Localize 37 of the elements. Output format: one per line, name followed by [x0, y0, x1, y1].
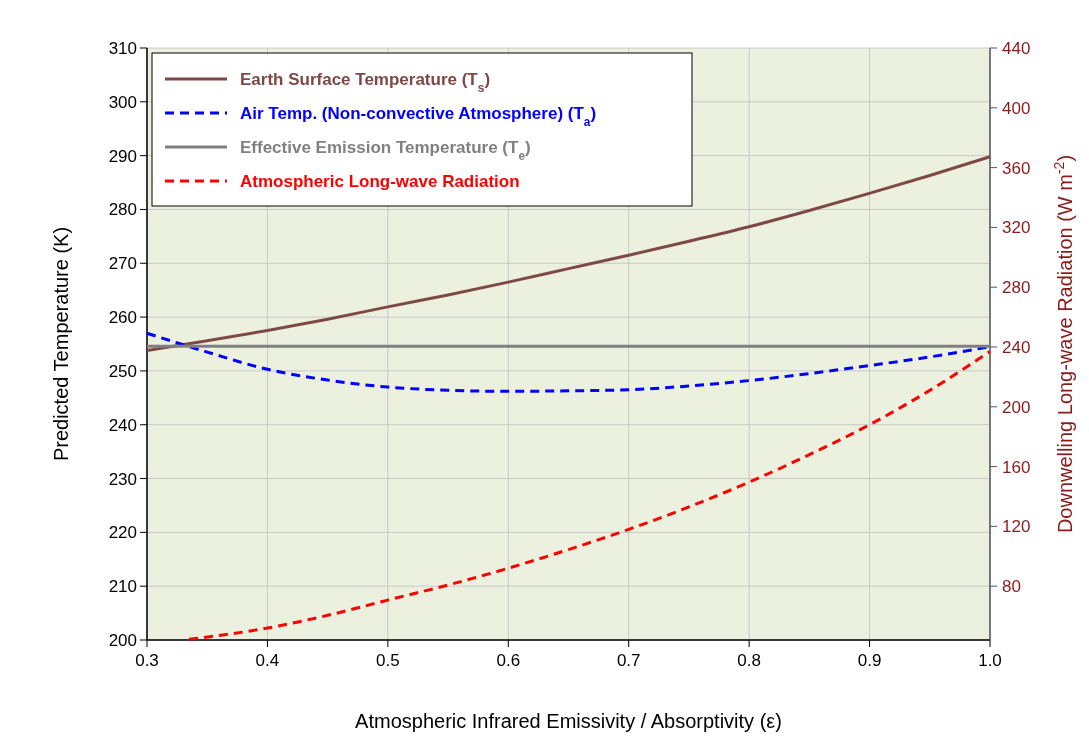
y-tick-label: 310 [108, 39, 137, 58]
y-tick-label: 240 [108, 415, 137, 435]
y-tick-label: 300 [108, 92, 137, 112]
x-tick-label: 0.5 [376, 651, 400, 670]
legend-label: Atmospheric Long-wave Radiation [240, 172, 520, 191]
x-tick-label: 0.7 [616, 651, 641, 670]
x-tick-label: 0.6 [496, 651, 521, 670]
legend-label: Earth Surface Temperature (T$_{s}$) [240, 70, 491, 95]
y-tick-label: 220 [108, 523, 137, 543]
x-tick-label: 0.3 [135, 651, 159, 670]
y2-tick-label: 400 [1002, 98, 1031, 118]
y2-tick-label: 240 [1002, 337, 1031, 357]
y2-tick-label: 440 [1002, 39, 1031, 58]
y2-tick-label: 320 [1002, 218, 1031, 238]
y-tick-label: 210 [108, 577, 137, 597]
y2-tick-label: 200 [1002, 397, 1031, 417]
y2-tick-label: 280 [1002, 278, 1031, 298]
x-axis-title: Atmospheric Infrared Emissivity / Absorptivity (ε) [355, 710, 782, 732]
y-tick-label: 230 [108, 469, 137, 489]
y-tick-label: 260 [108, 308, 137, 328]
y2-tick-label: 80 [1002, 577, 1021, 597]
y-tick-label: 250 [108, 361, 137, 381]
y2-tick-label: 160 [1002, 457, 1031, 477]
y-tick-label: 290 [108, 146, 137, 166]
line-series [187, 349, 992, 641]
x-tick-label: 1.0 [978, 651, 1002, 670]
x-tick-label: 0.4 [255, 651, 280, 670]
y-tick-label: 270 [108, 254, 137, 274]
legend-label: Effective Emission Temperature (T$_{e}$) [240, 138, 531, 163]
y-axis-title: Predicted Temperature (K) [50, 226, 72, 462]
x-tick-label: 0.8 [737, 651, 761, 670]
y2-tick-label: 120 [1002, 517, 1031, 537]
y-tick-label: 200 [108, 631, 137, 650]
x-tick-label: 0.9 [857, 651, 882, 670]
y2-tick-label: 360 [1002, 158, 1031, 178]
y-tick-label: 280 [108, 200, 137, 220]
legend-label: Air Temp. (Non-convective Atmosphere) (T$_{a}$) [240, 104, 597, 129]
